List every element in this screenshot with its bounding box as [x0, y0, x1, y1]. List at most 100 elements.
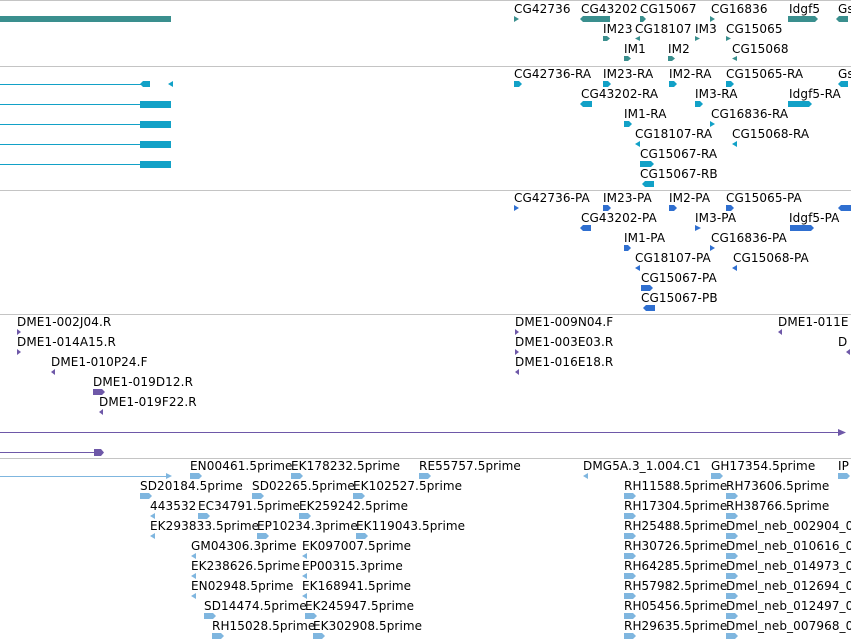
feature-label[interactable]: CG18107-PA: [635, 251, 711, 265]
feature-label[interactable]: RH73606.5prime: [726, 479, 830, 493]
feature-label[interactable]: DME1-010P24.F: [51, 355, 148, 369]
feature-label[interactable]: DME1-016E18.R: [515, 355, 614, 369]
transcript-line[interactable]: [0, 104, 145, 105]
feature-label[interactable]: SD14474.5prime: [204, 599, 307, 613]
feature-label[interactable]: CG16836-PA: [711, 231, 787, 245]
transcript-exon[interactable]: [140, 101, 171, 108]
est-glyph[interactable]: [302, 593, 307, 599]
est-glyph[interactable]: [150, 513, 155, 519]
feature-glyph[interactable]: [726, 36, 731, 41]
feature-label[interactable]: IM3: [695, 22, 717, 36]
feature-label[interactable]: IM23: [603, 22, 633, 36]
transcript-glyph[interactable]: [732, 141, 737, 147]
transcript-glyph[interactable]: [603, 81, 611, 87]
est-glyph[interactable]: [726, 633, 738, 639]
feature-label[interactable]: RH11588.5prime: [624, 479, 728, 493]
feature-label[interactable]: 443532: [150, 499, 197, 513]
feature-label[interactable]: CG15067-PB: [641, 291, 718, 305]
feature-label[interactable]: EK293833.5prime: [150, 519, 260, 533]
feature-label[interactable]: Gs: [838, 2, 851, 16]
transcript-glyph[interactable]: [640, 161, 654, 167]
feature-label[interactable]: IM3-RA: [695, 87, 738, 101]
feature-label[interactable]: SD20184.5prime: [140, 479, 243, 493]
feature-label[interactable]: DME1-014A15.R: [17, 335, 116, 349]
est-glyph[interactable]: [305, 613, 317, 619]
feature-label[interactable]: EK238626.5prime: [191, 559, 301, 573]
est-glyph[interactable]: [711, 473, 723, 479]
feature-label[interactable]: IM23-PA: [603, 191, 652, 205]
feature-label[interactable]: CG42736: [514, 2, 571, 16]
clone-arrow[interactable]: [838, 429, 846, 436]
feature-label[interactable]: DME1-009N04.F: [515, 315, 614, 329]
protein-glyph[interactable]: [726, 205, 734, 211]
feature-label[interactable]: Idgf5-PA: [789, 211, 840, 225]
est-glyph[interactable]: [313, 633, 325, 639]
clone-span-line[interactable]: [0, 432, 840, 433]
feature-label[interactable]: CG15067-PA: [641, 271, 717, 285]
feature-label[interactable]: CG15067-RA: [640, 147, 718, 161]
est-glyph[interactable]: [624, 553, 636, 559]
feature-glyph[interactable]: [836, 16, 848, 22]
feature-label[interactable]: DME1-011E: [778, 315, 849, 329]
transcript-line[interactable]: [0, 84, 145, 85]
feature-label[interactable]: EP10234.3prime: [257, 519, 358, 533]
feature-label[interactable]: EK102527.5prime: [353, 479, 463, 493]
protein-glyph[interactable]: [790, 225, 814, 231]
feature-label[interactable]: Dmel_neb_014973_0: [726, 559, 851, 573]
transcript-line[interactable]: [0, 124, 145, 125]
est-glyph[interactable]: [252, 493, 264, 499]
feature-label[interactable]: IM3-PA: [695, 211, 737, 225]
protein-glyph[interactable]: [641, 285, 653, 291]
transcript-glyph[interactable]: [788, 101, 812, 107]
est-glyph[interactable]: [624, 593, 636, 599]
protein-glyph[interactable]: [624, 245, 631, 251]
est-glyph[interactable]: [291, 473, 303, 479]
transcript-glyph[interactable]: [669, 81, 677, 87]
feature-glyph[interactable]: [603, 36, 610, 41]
est-glyph[interactable]: [191, 573, 196, 579]
feature-label[interactable]: IM1-RA: [624, 107, 667, 121]
feature-label[interactable]: CG15067: [640, 2, 697, 16]
transcript-exon[interactable]: [140, 141, 171, 148]
feature-label[interactable]: CG18107: [635, 22, 692, 36]
feature-label[interactable]: EK168941.5prime: [302, 579, 412, 593]
transcript-glyph[interactable]: [514, 81, 522, 87]
est-glyph[interactable]: [624, 633, 636, 639]
feature-label[interactable]: EC34791.5prime: [198, 499, 300, 513]
feature-glyph[interactable]: [624, 56, 631, 61]
feature-label[interactable]: Dmel_neb_007968_0: [726, 619, 851, 633]
feature-label[interactable]: CG42736-RA: [514, 67, 592, 81]
feature-label[interactable]: Dmel_neb_010616_0: [726, 539, 851, 553]
feature-label[interactable]: RH29635.5prime: [624, 619, 728, 633]
feature-glyph[interactable]: [640, 16, 646, 22]
est-glyph[interactable]: [191, 593, 196, 599]
feature-label[interactable]: IM2: [668, 42, 690, 56]
feature-glyph[interactable]: [710, 16, 715, 22]
transcript-line[interactable]: [0, 164, 145, 165]
transcript-glyph[interactable]: [695, 101, 703, 107]
feature-label[interactable]: RH15028.5prime: [212, 619, 316, 633]
feature-label[interactable]: IM23-RA: [603, 67, 654, 81]
feature-label[interactable]: DME1-003E03.R: [515, 335, 614, 349]
est-glyph[interactable]: [726, 553, 738, 559]
clone-glyph[interactable]: [99, 409, 103, 415]
feature-label[interactable]: Gs: [838, 67, 851, 81]
feature-label[interactable]: CG15067-RB: [640, 167, 718, 181]
clone-glyph[interactable]: [51, 369, 55, 375]
clone-arrow[interactable]: [94, 449, 104, 456]
est-glyph[interactable]: [150, 533, 155, 539]
feature-label[interactable]: EP00315.3prime: [302, 559, 403, 573]
est-glyph[interactable]: [198, 513, 210, 519]
feature-label[interactable]: CG15065-PA: [726, 191, 802, 205]
feature-label[interactable]: GM04306.3prime: [191, 539, 297, 553]
feature-label[interactable]: RH25488.5prime: [624, 519, 728, 533]
feature-glyph[interactable]: [140, 81, 150, 87]
feature-label[interactable]: IM2-RA: [669, 67, 712, 81]
est-glyph[interactable]: [583, 473, 588, 479]
feature-glyph[interactable]: [788, 16, 818, 22]
clone-glyph[interactable]: [515, 349, 519, 355]
feature-label[interactable]: IM1-PA: [624, 231, 666, 245]
feature-label[interactable]: RH64285.5prime: [624, 559, 728, 573]
est-glyph[interactable]: [356, 533, 368, 539]
feature-label[interactable]: EK097007.5prime: [302, 539, 412, 553]
